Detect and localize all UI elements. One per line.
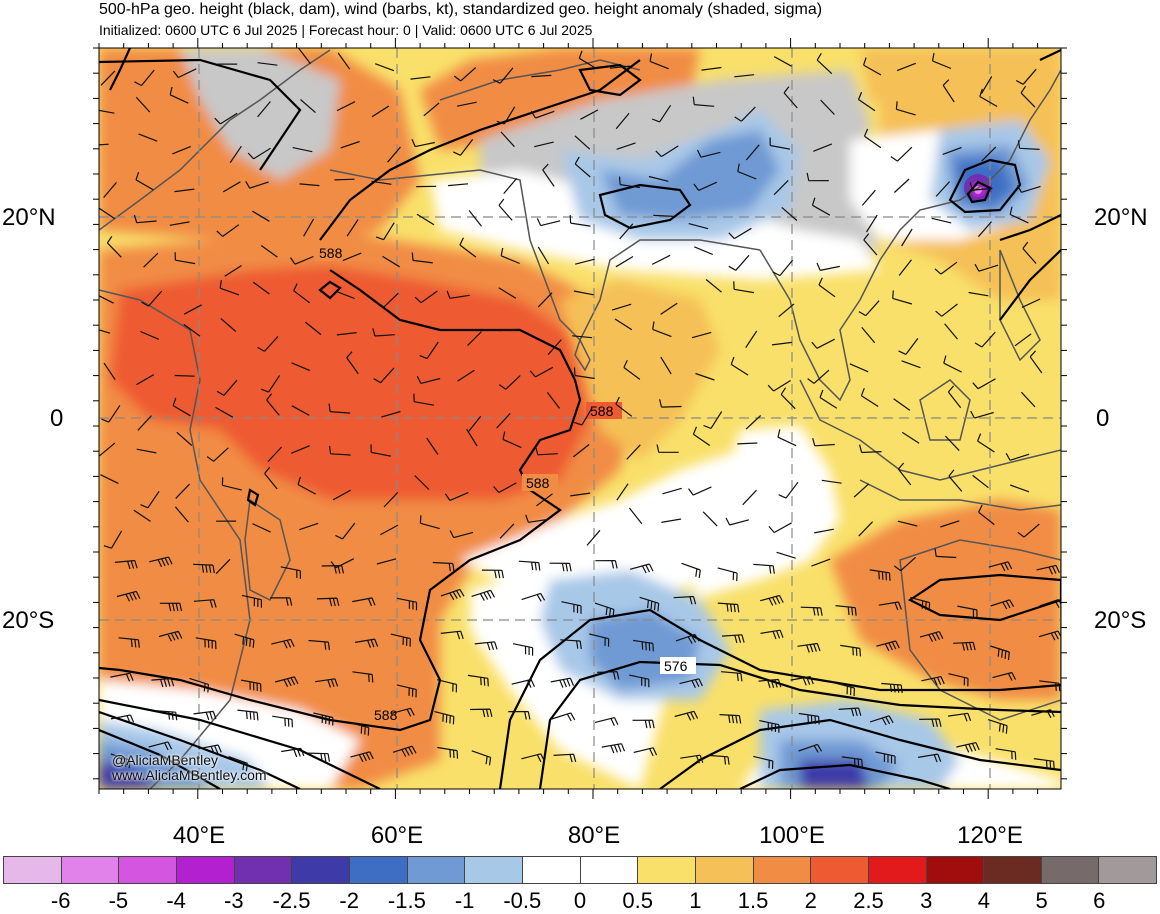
colorbar-tick-label: -1: [455, 888, 475, 914]
colorbar-swatch: [62, 857, 120, 883]
colorbar-tick-label: 1.5: [738, 888, 769, 914]
lat-label-20n-right: 20°N: [1094, 204, 1148, 232]
contour-label: 588: [526, 475, 550, 491]
colorbar-swatch: [292, 857, 350, 883]
lat-label-eq-left: 0: [50, 405, 63, 433]
colorbar-tick-label: -2.5: [273, 888, 311, 914]
lon-label-60e: 60°E: [371, 822, 423, 850]
lat-label-20s-left: 20°S: [2, 607, 54, 635]
colorbar-swatch: [523, 857, 581, 883]
colorbar-tick-label: 0: [574, 888, 586, 914]
lat-label-20n-left: 20°N: [2, 204, 56, 232]
colorbar-swatch: [350, 857, 408, 883]
colorbar-swatch: [754, 857, 812, 883]
lat-label-eq-right: 0: [1096, 405, 1109, 433]
wind-barb: [175, 376, 195, 377]
lat-label-20s-right: 20°S: [1094, 607, 1146, 635]
colorbar-tick-label: 2: [805, 888, 817, 914]
colorbar-tick-label: 2.5: [853, 888, 884, 914]
colorbar-swatch: [984, 857, 1042, 883]
colorbar-tick-label: 1: [689, 888, 701, 914]
colorbar-tick-label: -6: [51, 888, 71, 914]
colorbar-tick-label: 3: [920, 888, 932, 914]
colorbar-tick-label: -5: [109, 888, 129, 914]
contour-label: 588: [590, 403, 614, 419]
colorbar-tick-label: -4: [166, 888, 186, 914]
colorbar-tick-label: -3: [224, 888, 244, 914]
wind-barb: [335, 179, 355, 180]
colorbar-swatch: [1099, 857, 1156, 883]
colorbar-swatch: [581, 857, 639, 883]
colorbar-swatch: [408, 857, 466, 883]
lon-label-80e: 80°E: [568, 822, 620, 850]
colorbar-swatch: [927, 857, 985, 883]
anomaly-colorbar: [3, 856, 1157, 884]
colorbar-tick-label: -2: [339, 888, 359, 914]
colorbar-tick-label: 4: [978, 888, 990, 914]
colorbar-swatch: [1042, 857, 1100, 883]
colorbar-tick-label: 5: [1035, 888, 1047, 914]
credit-website: www.AliciaMBentley.com: [112, 767, 267, 783]
colorbar-tick-label: -0.5: [503, 888, 541, 914]
colorbar-tick-label: 0.5: [622, 888, 653, 914]
lon-label-120e: 120°E: [957, 822, 1023, 850]
colorbar-swatch: [869, 857, 927, 883]
colorbar-swatch: [696, 857, 754, 883]
lon-label-40e: 40°E: [173, 822, 225, 850]
colorbar-swatch: [4, 857, 62, 883]
colorbar-swatch: [235, 857, 293, 883]
colorbar-swatch: [638, 857, 696, 883]
contour-label: 588: [319, 245, 343, 261]
lon-label-100e: 100°E: [759, 822, 825, 850]
colorbar-tick-label: 6: [1093, 888, 1105, 914]
colorbar-swatch: [811, 857, 869, 883]
colorbar-swatch: [119, 857, 177, 883]
colorbar-tick-label: -1.5: [388, 888, 426, 914]
colorbar-swatch: [465, 857, 523, 883]
contour-label: 588: [374, 707, 398, 723]
credit-twitter: @AliciaMBentley: [112, 752, 218, 768]
contour-label: 576: [664, 658, 688, 674]
colorbar-swatch: [177, 857, 235, 883]
